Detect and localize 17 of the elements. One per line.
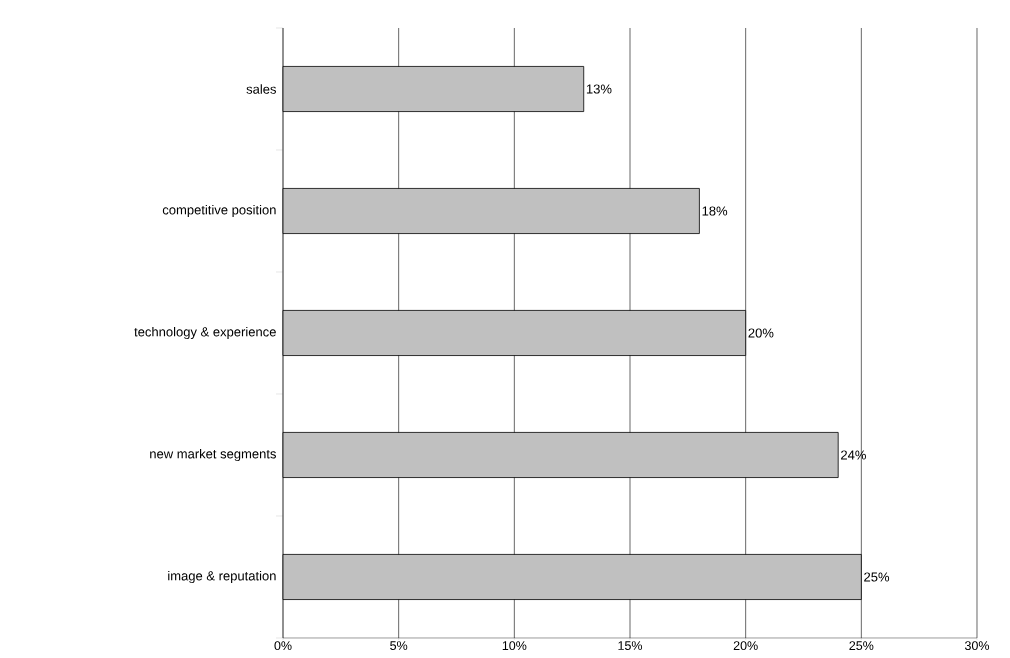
data-label: 18% xyxy=(702,206,728,216)
x-tick-label: 25% xyxy=(849,641,874,651)
x-tick-label: 30% xyxy=(964,641,990,651)
x-tick-label: 5% xyxy=(390,641,408,650)
y-tick-label: new market segments xyxy=(150,448,276,462)
y-tick-label: technology & experience xyxy=(134,326,276,340)
x-tick-label: 0% xyxy=(274,641,292,651)
x-tick-label: 15% xyxy=(618,641,643,650)
data-label: 13% xyxy=(586,84,612,94)
x-tick-label: 20% xyxy=(733,641,758,651)
y-tick-label: image & reputation xyxy=(168,570,276,584)
data-label: 20% xyxy=(748,328,774,338)
y-tick-label: competitive position xyxy=(162,204,276,218)
x-tick-label: 10% xyxy=(502,641,527,651)
data-label: 25% xyxy=(864,572,890,582)
data-label: 24% xyxy=(841,450,866,460)
y-tick-label: sales xyxy=(246,84,276,94)
